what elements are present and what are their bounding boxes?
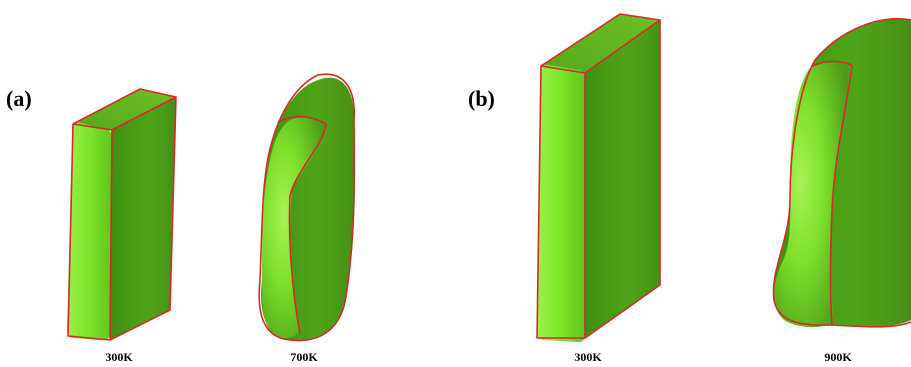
shape-a-700k-outline: [258, 73, 356, 342]
shape-a-700k-front: [262, 117, 326, 338]
shape-b-300k-front: [537, 64, 585, 343]
shape-a-300k: [66, 88, 177, 341]
shape-a-300k-side: [110, 97, 176, 340]
temperature-label-a-700k: 700K: [290, 350, 318, 364]
shape-b-300k-outline: [536, 13, 661, 339]
shape-a-300k-front: [66, 122, 113, 341]
temperature-label-a-300k: 300K: [105, 350, 133, 364]
shape-b-300k-side: [585, 20, 660, 338]
shape-b-300k: [536, 13, 661, 343]
shape-a-700k: [258, 73, 356, 342]
panel-label-b: (b): [468, 86, 495, 111]
shape-a-300k-top: [73, 89, 176, 130]
temperature-label-b-300k: 300K: [574, 350, 602, 364]
shape-b-900k-outline: [772, 18, 911, 328]
shape-b-300k-top: [541, 14, 660, 73]
temperature-label-b-900k: 900K: [824, 350, 852, 364]
shape-a-300k-outline: [67, 88, 177, 341]
panel-label-a: (a): [6, 86, 32, 111]
shape-b-900k-front: [774, 62, 850, 328]
shape-b-900k: [772, 18, 911, 328]
